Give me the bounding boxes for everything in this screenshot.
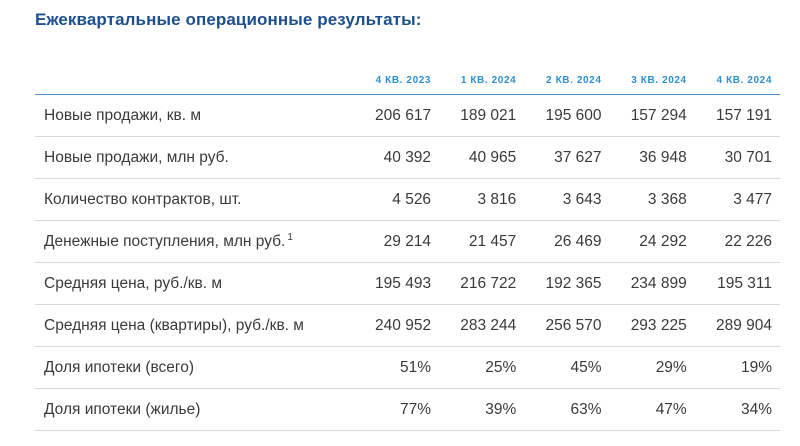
- table-cell: 39%: [439, 388, 525, 431]
- table-cell: 40 392: [353, 136, 440, 179]
- table-cell: 77%: [353, 388, 440, 431]
- table-cell: 19%: [694, 346, 780, 389]
- table-cell: 3 816: [439, 178, 525, 221]
- table-cell: 37 627: [524, 136, 610, 179]
- footnote-marker: 1: [287, 232, 293, 243]
- row-label: Доля ипотеки (всего): [35, 346, 354, 389]
- table-cell: 234 899: [609, 262, 695, 305]
- row-label: Средняя цена (квартиры), руб./кв. м: [35, 304, 354, 347]
- table-cell: 29 214: [353, 220, 440, 263]
- table-cell: 157 191: [694, 94, 780, 137]
- table-cell: 4 526: [353, 178, 440, 221]
- column-header: 1 КВ. 2024: [439, 66, 525, 95]
- row-label: Доля ипотеки (жилье): [35, 388, 354, 431]
- table-cell: 26 469: [524, 220, 610, 263]
- page-title: Ежеквартальные операционные результаты:: [35, 10, 422, 29]
- table-row: Денежные поступления, млн руб. 1 29 214 21 …: [35, 220, 780, 263]
- table-cell: 34%: [694, 388, 780, 431]
- table-cell: 256 570: [524, 304, 610, 347]
- table-row: Новые продажи, кв. м 206 617 189 021 195 60…: [35, 94, 780, 137]
- table-row: Новые продажи, млн руб. 40 392 40 965 37 62…: [35, 136, 780, 179]
- table-row: Доля ипотеки (жилье) 77% 39% 63% 47% 34%: [35, 388, 780, 431]
- table-cell: 40 965: [439, 136, 525, 179]
- table-cell: 283 244: [439, 304, 525, 347]
- column-header: 3 КВ. 2024: [609, 66, 695, 95]
- table-cell: 36 948: [609, 136, 695, 179]
- row-label: Средняя цена, руб./кв. м: [35, 262, 354, 305]
- table-cell: 240 952: [353, 304, 440, 347]
- column-header: 4 КВ. 2024: [694, 66, 780, 95]
- row-label: Количество контрактов, шт.: [35, 178, 354, 221]
- row-label: Новые продажи, млн руб.: [35, 136, 354, 179]
- row-label: Новые продажи, кв. м: [35, 94, 354, 137]
- table-row: Доля ипотеки (всего) 51% 25% 45% 29% 19%: [35, 346, 780, 389]
- table-row: Количество контрактов, шт. 4 526 3 816 3 64…: [35, 178, 780, 221]
- table-row: Средняя цена (квартиры), руб./кв. м 240 9…: [35, 304, 780, 347]
- table-cell: 206 617: [353, 94, 440, 137]
- table-cell: 22 226: [694, 220, 780, 263]
- table-cell: 63%: [524, 388, 610, 431]
- column-header: 4 КВ. 2023: [353, 66, 440, 95]
- table-cell: 51%: [353, 346, 440, 389]
- table-cell: 157 294: [609, 94, 695, 137]
- table-cell: 3 368: [609, 178, 695, 221]
- table-cell: 216 722: [439, 262, 525, 305]
- table-cell: 189 021: [439, 94, 525, 137]
- table-cell: 195 493: [353, 262, 440, 305]
- table-cell: 21 457: [439, 220, 525, 263]
- table-cell: 192 365: [524, 262, 610, 305]
- table-cell: 24 292: [609, 220, 695, 263]
- header-row: 4 КВ. 2023 1 КВ. 2024 2 КВ. 2024 3 КВ. 2…: [35, 66, 780, 95]
- table-cell: 3 477: [694, 178, 780, 221]
- table-cell: 195 600: [524, 94, 610, 137]
- column-header: 2 КВ. 2024: [524, 66, 610, 95]
- table-cell: 293 225: [609, 304, 695, 347]
- table-cell: 29%: [609, 346, 695, 389]
- table-row: Средняя цена, руб./кв. м 195 493 216 722 19…: [35, 262, 780, 305]
- table-cell: 195 311: [694, 262, 780, 305]
- results-table: 4 КВ. 2023 1 КВ. 2024 2 КВ. 2024 3 КВ. 2…: [35, 66, 780, 431]
- table-cell: 47%: [609, 388, 695, 431]
- table-cell: 3 643: [524, 178, 610, 221]
- table-cell: 45%: [524, 346, 610, 389]
- table-cell: 30 701: [694, 136, 780, 179]
- row-label: Денежные поступления, млн руб. 1: [35, 220, 354, 263]
- table-cell: 25%: [439, 346, 525, 389]
- table-cell: 289 904: [694, 304, 780, 347]
- header-blank: [35, 66, 354, 95]
